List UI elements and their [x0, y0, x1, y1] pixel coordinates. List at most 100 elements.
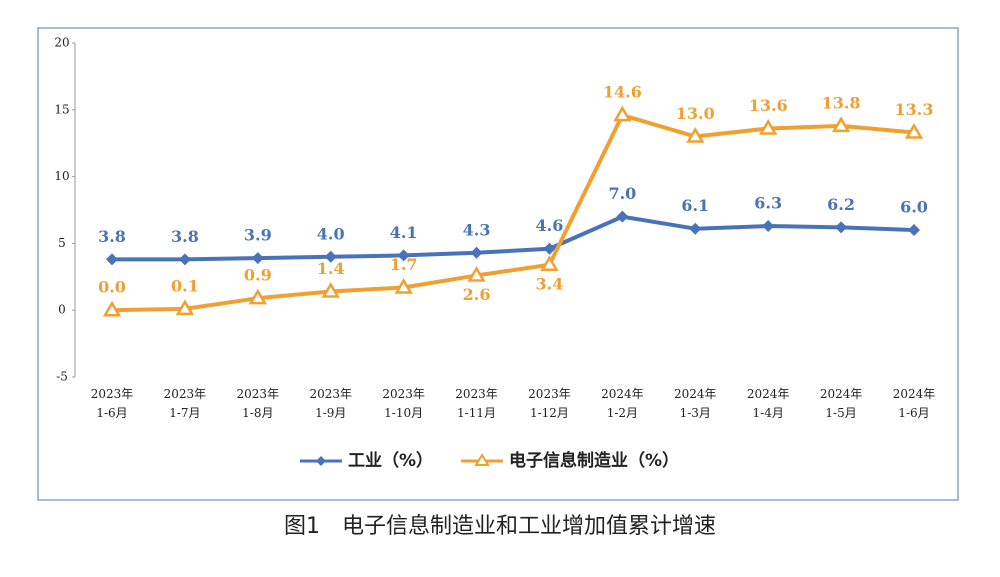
x-tick-label-line: 2023年 — [528, 387, 571, 401]
x-tick-label-line: 2024年 — [601, 387, 644, 401]
x-tick-label-line: 2024年 — [674, 387, 717, 401]
marker — [835, 221, 848, 234]
x-tick-label: 2023年 1-8月 — [237, 387, 280, 420]
legend-label: 工业（%） — [348, 450, 433, 471]
chart-frame — [37, 27, 959, 501]
x-tick-label-line: 2024年 — [747, 387, 790, 401]
marker — [106, 253, 118, 266]
marker — [908, 224, 920, 237]
value-label: 13.6 — [749, 96, 788, 115]
line — [111, 113, 915, 313]
x-tick-label-line: 2023年 — [455, 387, 498, 401]
marker — [540, 255, 559, 272]
marker — [248, 288, 267, 305]
marker — [686, 127, 705, 143]
y-tick-label: 0 — [58, 303, 66, 317]
x-tick-label-line: 2023年 — [309, 387, 352, 401]
x-tick-label-line: 1-6月 — [96, 406, 127, 420]
value-label: 1.4 — [317, 259, 345, 278]
marker — [321, 282, 340, 298]
value-label: 6.0 — [900, 198, 928, 217]
value-label: 13.8 — [822, 93, 861, 112]
x-tick-label-line: 2023年 — [164, 387, 207, 401]
value-label: 13.3 — [895, 100, 934, 119]
x-tick-label-line: 1-8月 — [242, 406, 273, 420]
x-tick-label-line: 2023年 — [237, 387, 280, 401]
x-tick-label: 2024年 1-3月 — [674, 387, 717, 420]
marker — [762, 220, 775, 233]
x-tick-label: 2023年 1-11月 — [455, 387, 498, 420]
x-tick-label: 2023年 1-6月 — [91, 387, 134, 420]
marker — [543, 242, 556, 255]
x-tick-label-line: 1-3月 — [680, 406, 711, 420]
marker — [759, 119, 778, 135]
x-tick-label-line: 1-9月 — [315, 406, 346, 420]
value-label: 4.3 — [463, 220, 491, 239]
x-tick-label: 2023年 1-7月 — [164, 387, 207, 420]
value-label: 3.8 — [98, 227, 126, 246]
x-tick-label: 2024年 1-6月 — [893, 387, 936, 420]
value-label: 13.0 — [676, 104, 715, 123]
marker — [397, 249, 410, 262]
value-label: 3.8 — [171, 227, 199, 246]
x-tick-label: 2023年 1-10月 — [382, 387, 425, 420]
y-tick-label: 5 — [58, 236, 66, 250]
marker — [689, 222, 702, 235]
marker — [102, 300, 122, 317]
x-tick-label-line: 1-7月 — [169, 406, 200, 420]
value-label: 1.7 — [390, 255, 418, 274]
value-label: 0.0 — [98, 278, 126, 297]
x-tick-label-line: 1-2月 — [607, 406, 638, 420]
marker — [616, 210, 629, 223]
value-label: 0.9 — [244, 266, 272, 285]
x-tick-label: 2023年 1-12月 — [528, 387, 571, 420]
x-tick-label-line: 2024年 — [820, 387, 863, 401]
x-tick-label-line: 1-5月 — [825, 406, 856, 420]
x-tick-label: 2024年 1-2月 — [601, 387, 644, 420]
x-tick-label-line: 1-6月 — [898, 406, 929, 420]
value-label: 4.1 — [390, 223, 418, 242]
y-tick-label: 10 — [54, 169, 69, 183]
value-label: 6.2 — [827, 195, 855, 214]
value-label: 7.0 — [608, 184, 636, 203]
marker — [904, 123, 924, 139]
value-label: 6.1 — [681, 196, 709, 215]
value-label: 3.4 — [536, 274, 564, 293]
x-tick-label: 2023年 1-9月 — [309, 387, 352, 420]
x-tick-label-line: 2024年 — [893, 387, 936, 401]
legend-label: 电子信息制造业（%） — [509, 450, 679, 471]
marker — [470, 246, 483, 259]
line — [112, 214, 915, 262]
value-label: 4.0 — [317, 224, 345, 243]
series: 3.8 3.8 3.9 4.0 4.1 4.3 4.6 7.0 6.1 6.3 6.2 6.0 — [98, 184, 928, 266]
series: 0.0 0.1 0.9 1.4 1.7 2.6 3.4 14.6 13.0 13.6 13.8 13.… — [98, 83, 934, 317]
y-tick-label: 20 — [54, 36, 69, 50]
value-label: 6.3 — [754, 194, 782, 213]
x-tick-label-line: 1-10月 — [384, 406, 423, 420]
marker — [251, 252, 264, 265]
y-tick-label: 15 — [54, 102, 69, 116]
x-tick-label-line: 1-12月 — [530, 406, 569, 420]
marker — [394, 278, 413, 294]
legend-marker — [316, 456, 326, 466]
marker — [324, 250, 337, 263]
x-tick-label-line: 2023年 — [382, 387, 425, 401]
value-label: 3.9 — [244, 226, 272, 245]
value-label: 14.6 — [603, 83, 642, 102]
x-tick-label-line: 1-11月 — [457, 406, 496, 420]
marker — [831, 116, 851, 133]
marker — [613, 105, 632, 122]
legend-marker — [474, 453, 490, 466]
x-tick-label-line: 2023年 — [91, 387, 134, 401]
marker — [467, 265, 486, 282]
chart-title: 图1 电子信息制造业和工业增加值累计增速 — [284, 514, 716, 539]
value-label: 4.6 — [536, 216, 564, 235]
y-tick-label: -5 — [56, 370, 68, 384]
value-label: 2.6 — [463, 285, 491, 304]
marker — [178, 253, 191, 266]
x-tick-label: 2024年 1-4月 — [747, 387, 790, 420]
marker — [175, 299, 195, 316]
value-label: 0.1 — [171, 276, 199, 295]
